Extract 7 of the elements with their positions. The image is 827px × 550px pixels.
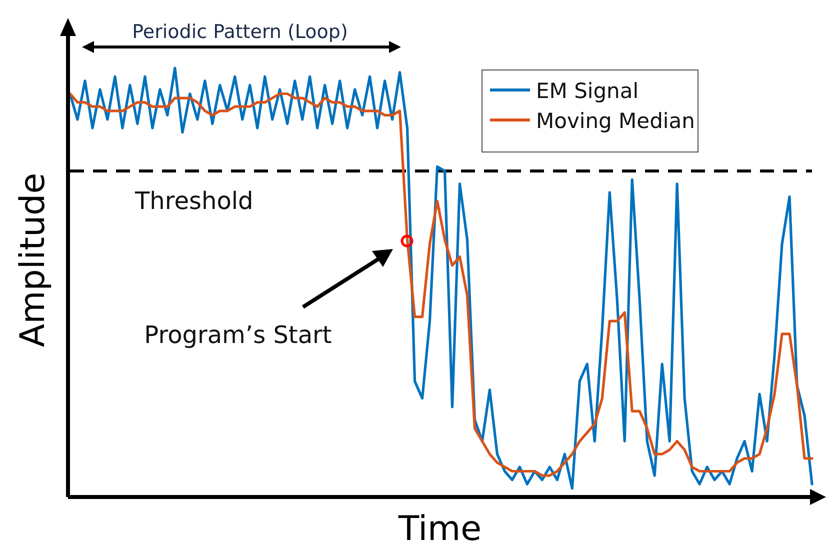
legend-label: EM Signal [536, 79, 639, 103]
annotation: Program’s Start [144, 321, 332, 349]
x-axis-title: Time [397, 509, 482, 549]
ref-line-label: Threshold [134, 186, 254, 215]
legend-label: Moving Median [536, 109, 695, 133]
text: Periodic Pattern (Loop) [132, 21, 348, 43]
y-axis-title: Amplitude [13, 172, 53, 348]
